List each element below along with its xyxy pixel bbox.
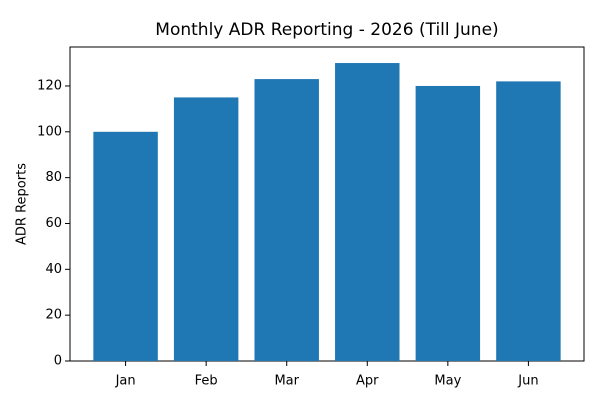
x-tick-label: Mar (274, 374, 299, 389)
bar (173, 97, 239, 362)
x-tick-label: Jun (517, 374, 538, 389)
y-tick-label: 40 (45, 262, 62, 277)
x-tick-label: May (434, 374, 461, 389)
y-tick-label: 120 (37, 78, 62, 93)
x-tick-label: Jan (115, 374, 136, 389)
y-tick-label: 100 (37, 124, 62, 139)
chart-title: Monthly ADR Reporting - 2026 (Till June) (155, 20, 498, 40)
y-tick-label: 80 (45, 170, 62, 185)
bar (335, 63, 400, 362)
bar (93, 131, 158, 361)
x-tick-label: Feb (195, 374, 218, 389)
y-tick-label: 60 (45, 216, 62, 231)
x-tick-label: Apr (356, 374, 379, 389)
axes-frame (69, 46, 585, 362)
y-tick-label: 0 (54, 354, 62, 369)
bar (254, 79, 319, 362)
bar (415, 85, 481, 361)
bar (496, 81, 561, 361)
y-tick-label: 20 (45, 308, 62, 323)
y-axis-label: ADR Reports (15, 163, 30, 245)
